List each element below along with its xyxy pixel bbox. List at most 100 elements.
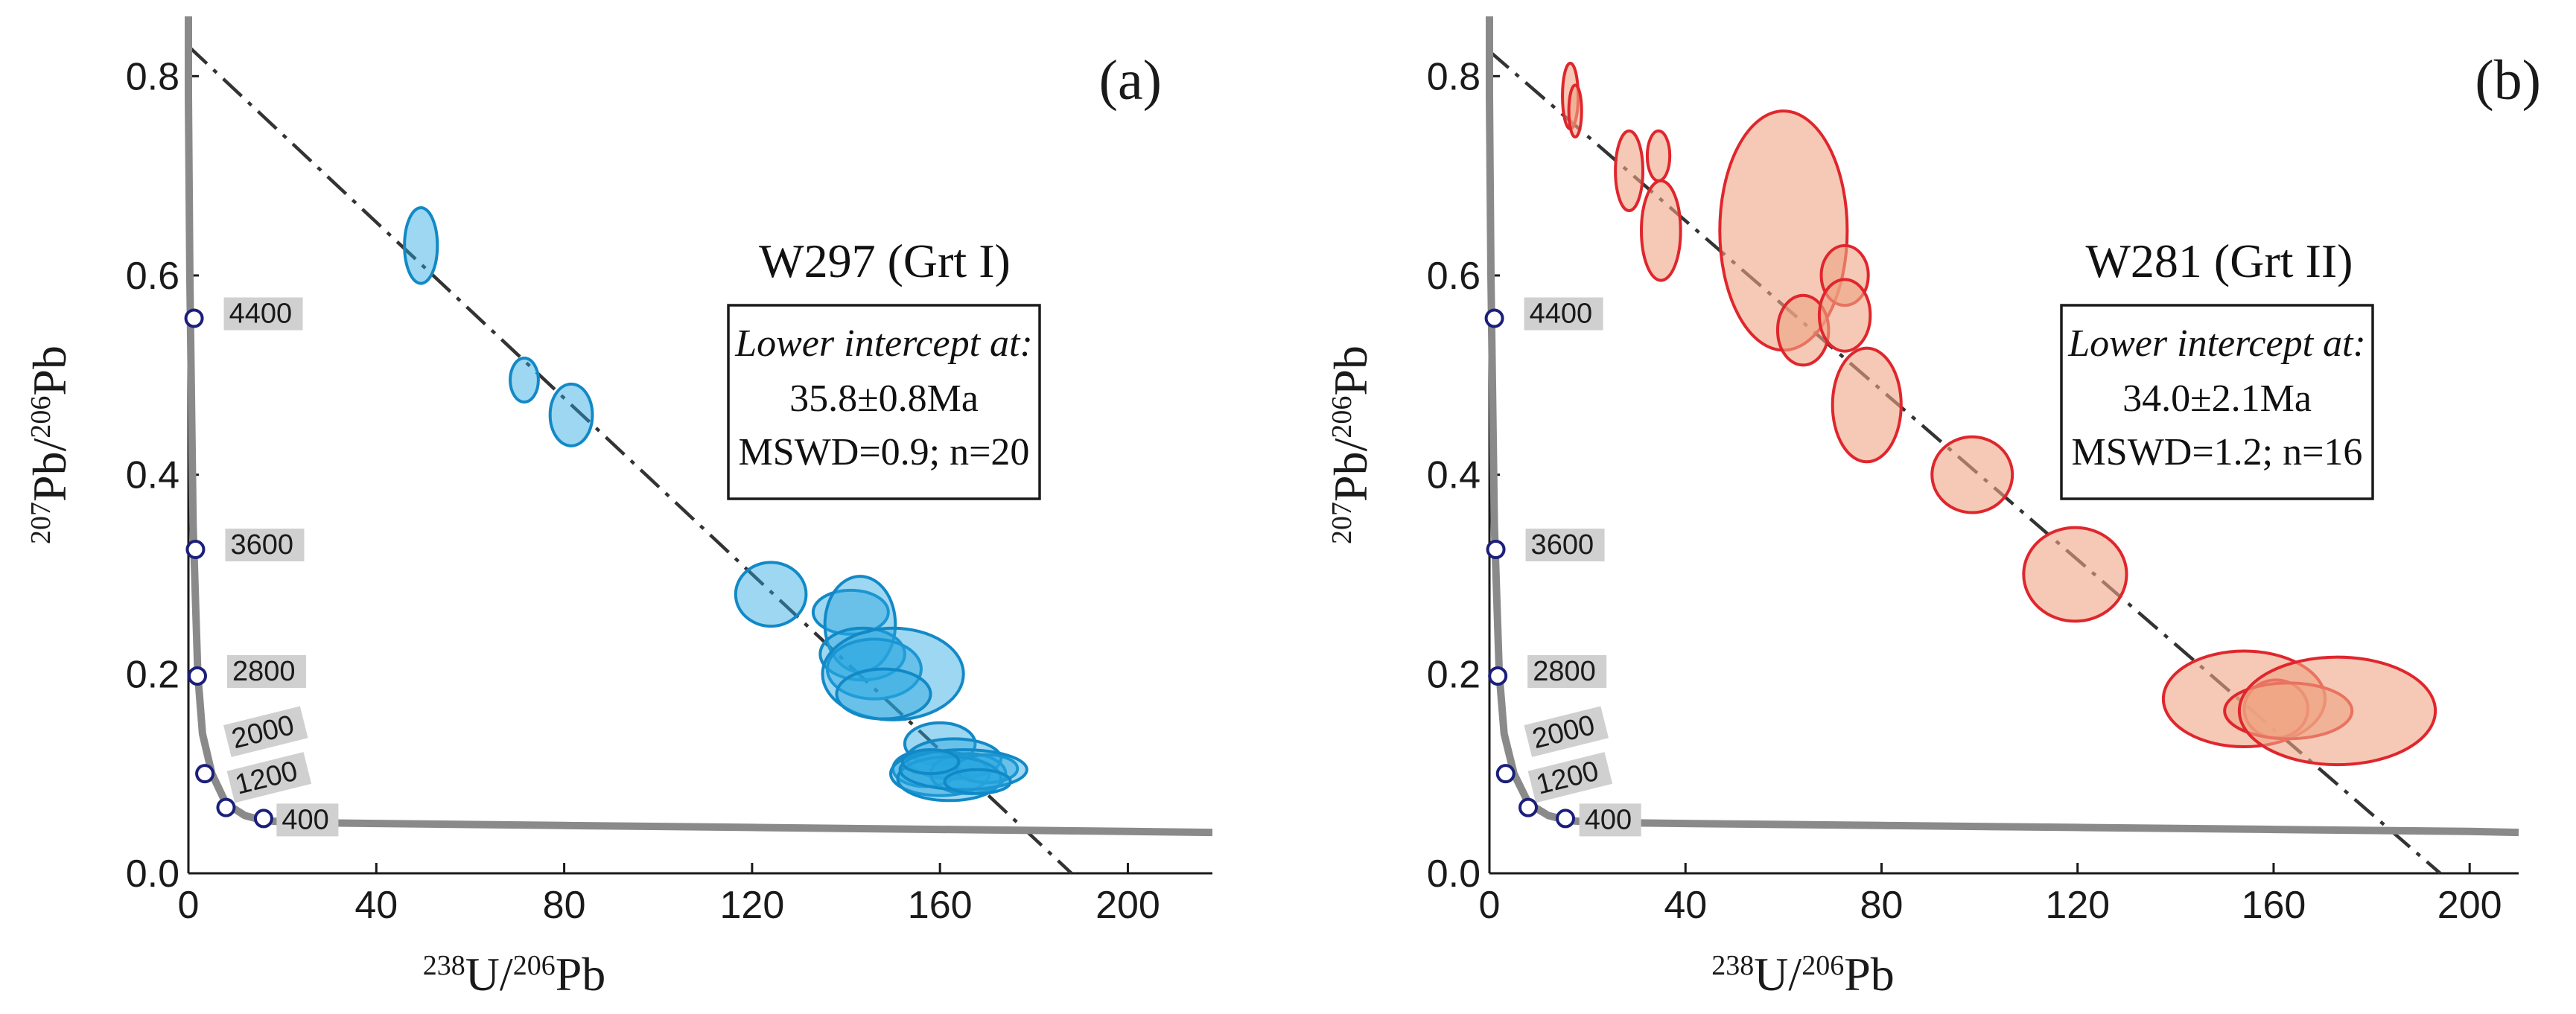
isotope-mass: 206 [513,950,556,981]
error-ellipse [1817,278,1872,353]
age-label-group: 400 [276,803,339,837]
error-ellipse [1645,129,1672,182]
age-label-background [1527,655,1607,689]
error-ellipse [2022,526,2128,623]
concordia-marker [195,764,215,784]
age-label-group: 2000 [223,706,308,757]
concordia-age-label: 1200 [232,756,301,801]
age-label-background [1525,529,1605,562]
age-label-group: 4400 [223,297,303,331]
concordia-age-label: 1200 [1533,756,1602,801]
x-tick-label: 80 [1860,884,1904,927]
age-label-background [276,803,339,837]
concordia-marker [185,540,206,560]
concordia-age-label: 400 [1585,804,1632,835]
y-tick-label: 0.4 [1427,454,1481,497]
age-label-group: 2000 [1524,706,1609,757]
concordia-age-label: 400 [282,804,328,835]
age-label-background [226,752,312,803]
concordia-marker [1518,797,1538,817]
error-ellipse [1567,83,1583,138]
concordia-curve [185,16,1213,837]
intercept-stats: MSWD=0.9; n=20 [739,431,1030,473]
age-label-group: 3600 [225,529,305,562]
isotope-mass: 207 [1326,502,1358,544]
age-label-background [226,655,306,689]
concordia-marker [1556,809,1576,829]
age-label-group: 2800 [1527,655,1607,689]
concordia-age-label: 2000 [229,710,297,755]
panel-label: (b) [2475,49,2541,112]
concordia-age-label: 2000 [1529,710,1597,755]
error-ellipse [509,357,540,404]
x-tick-label: 160 [2242,884,2306,927]
y-tick-label: 0.2 [1427,653,1481,696]
x-tick-label: 120 [719,884,784,927]
error-ellipse [1614,129,1644,212]
intercept-heading: Lower intercept at: [734,322,1033,365]
concordia-marker [187,666,207,686]
concordia-age-label: 4400 [229,299,293,330]
sample-title: W297 (Grt I) [759,235,1011,287]
age-label-group: 2800 [226,655,306,689]
concordia-age-label: 2800 [232,656,296,687]
concordia-marker [1484,308,1504,328]
y-tick-label: 0.8 [126,55,179,98]
element-symbol: Pb [1324,345,1377,396]
x-tick-label: 0 [178,884,200,927]
concordia-marker [184,308,204,328]
concordia-age-label: 3600 [1531,529,1594,561]
concordia-marker [1495,764,1516,784]
age-label-group: 4400 [1524,297,1603,331]
isotope-mass: 238 [423,950,465,981]
age-label-background [225,529,305,562]
x-tick-label: 80 [543,884,586,927]
concordia-marker [216,797,236,817]
y-tick-label: 0.4 [126,454,179,497]
sample-title: W281 (Grt II) [2086,235,2353,287]
intercept-box [2060,304,2374,500]
concordia-age-label: 2800 [1533,656,1596,687]
error-ellipse [835,667,932,721]
element-symbol: Pb [556,948,606,1001]
element-symbol: Pb/ [1324,438,1377,502]
age-label-background [223,297,303,331]
error-ellipse [943,768,1012,795]
panel-label: (a) [1099,49,1162,112]
error-ellipse [900,748,961,776]
regression-line [187,45,1073,875]
age-label-background [1524,706,1609,757]
y-tick-label: 0.6 [126,255,179,298]
x-axis-title: 238U/206Pb [1711,948,1895,1001]
error-ellipse [2237,655,2437,767]
y-tick-label: 0.0 [1427,852,1481,896]
intercept-stats: MSWD=1.2; n=16 [2072,431,2363,473]
intercept-heading: Lower intercept at: [2067,322,2366,365]
y-axis-title: 207Pb/206Pb [1324,345,1377,544]
element-symbol: U/ [465,948,513,1001]
age-label-group: 3600 [1525,529,1605,562]
x-tick-label: 40 [354,884,398,927]
element-symbol: Pb [1844,948,1895,1001]
intercept-age: 34.0±2.1Ma [2122,377,2312,420]
intercept-age: 35.8±0.8Ma [789,377,979,420]
isotope-mass: 206 [1801,950,1844,981]
y-tick-label: 0.6 [1427,255,1481,298]
error-ellipse [1930,435,2014,514]
concordia-marker [1488,666,1508,686]
element-symbol: Pb/ [23,438,76,502]
age-label-background [1527,752,1613,803]
age-label-group: 1200 [226,752,312,803]
concordia-marker [253,809,273,829]
x-tick-label: 200 [1095,884,1160,927]
y-tick-label: 0.8 [1427,55,1481,98]
error-ellipse [1640,179,1682,282]
isotope-mass: 238 [1711,950,1754,981]
panel-a: 0 40 80 120 160 2000.00.20.40.60.8238U/206Pb2… [23,16,1213,1001]
error-ellipse [811,588,890,636]
concordia-age-label: 4400 [1530,299,1593,330]
age-label-background [1524,297,1603,331]
y-axis-title: 207Pb/206Pb [23,345,76,544]
concordia-age-label: 3600 [230,529,293,561]
